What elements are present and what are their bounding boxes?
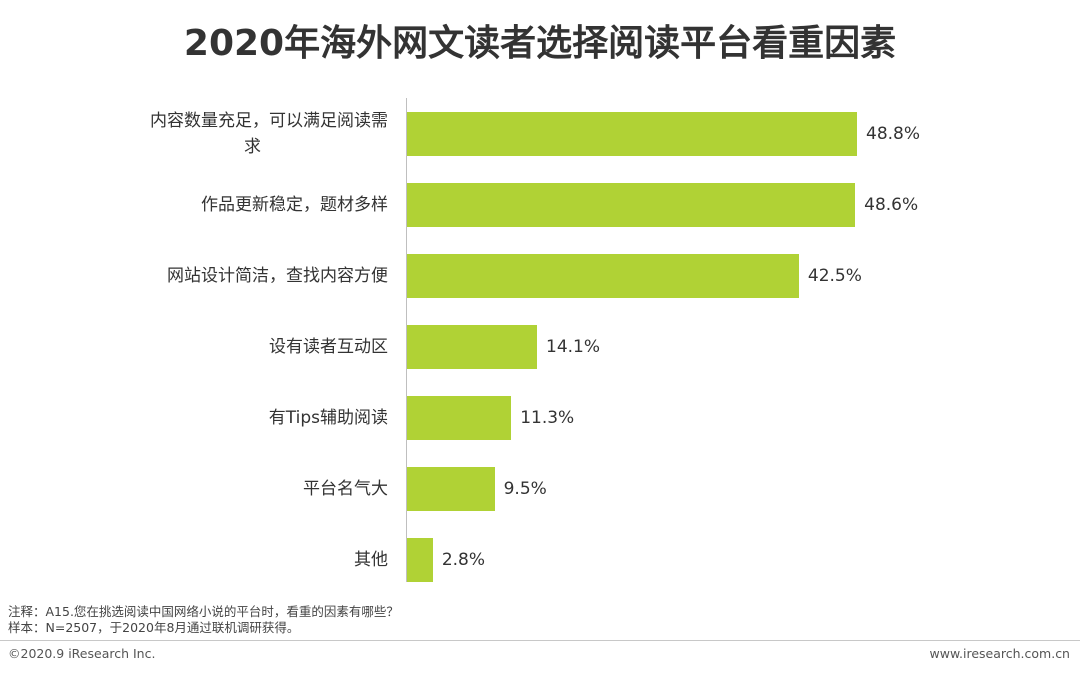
copyright-text: ©2020.9 iResearch Inc. (8, 646, 156, 661)
bar (407, 254, 799, 298)
value-label: 48.6% (864, 195, 919, 215)
category-label: 内容数量充足，可以满足阅读需求 (110, 108, 388, 160)
value-label: 9.5% (503, 479, 547, 499)
footer-divider (0, 640, 1080, 641)
bar (407, 396, 512, 440)
bar (407, 325, 538, 369)
category-label-line: 求 (244, 137, 261, 157)
category-label-line: 设有读者互动区 (269, 337, 388, 357)
note-text: 注释：A15.您在挑选阅读中国网络小说的平台时，看重的因素有哪些？ (8, 604, 399, 619)
category-label: 网站设计简洁，查找内容方便 (110, 263, 388, 289)
category-label-line: 有Tips辅助阅读 (268, 408, 388, 428)
category-label-line: 内容数量充足，可以满足阅读需 (150, 111, 388, 131)
category-label-line: 网站设计简洁，查找内容方便 (167, 266, 388, 286)
category-label-line: 作品更新稳定，题材多样 (201, 195, 388, 215)
bar (407, 183, 856, 227)
chart-title: 2020年海外网文读者选择阅读平台看重因素 (183, 23, 897, 64)
category-label: 有Tips辅助阅读 (110, 405, 388, 431)
category-label: 设有读者互动区 (110, 334, 388, 360)
category-label-line: 平台名气大 (303, 479, 388, 499)
category-label-line: 其他 (354, 550, 388, 570)
bar (407, 112, 857, 156)
sample-text: 样本：N=2507，于2020年8月通过联机调研获得。 (8, 620, 300, 635)
y-axis-line (406, 98, 407, 582)
value-label: 14.1% (546, 337, 601, 357)
category-label: 平台名气大 (110, 476, 388, 502)
bar (407, 538, 433, 582)
category-label: 其他 (110, 547, 388, 573)
bar (407, 467, 495, 511)
value-label: 11.3% (520, 408, 575, 428)
website-url: www.iresearch.com.cn (929, 646, 1071, 661)
value-label: 48.8% (866, 124, 921, 144)
value-label: 42.5% (807, 266, 862, 286)
category-label: 作品更新稳定，题材多样 (110, 192, 388, 218)
value-label: 2.8% (441, 550, 486, 570)
